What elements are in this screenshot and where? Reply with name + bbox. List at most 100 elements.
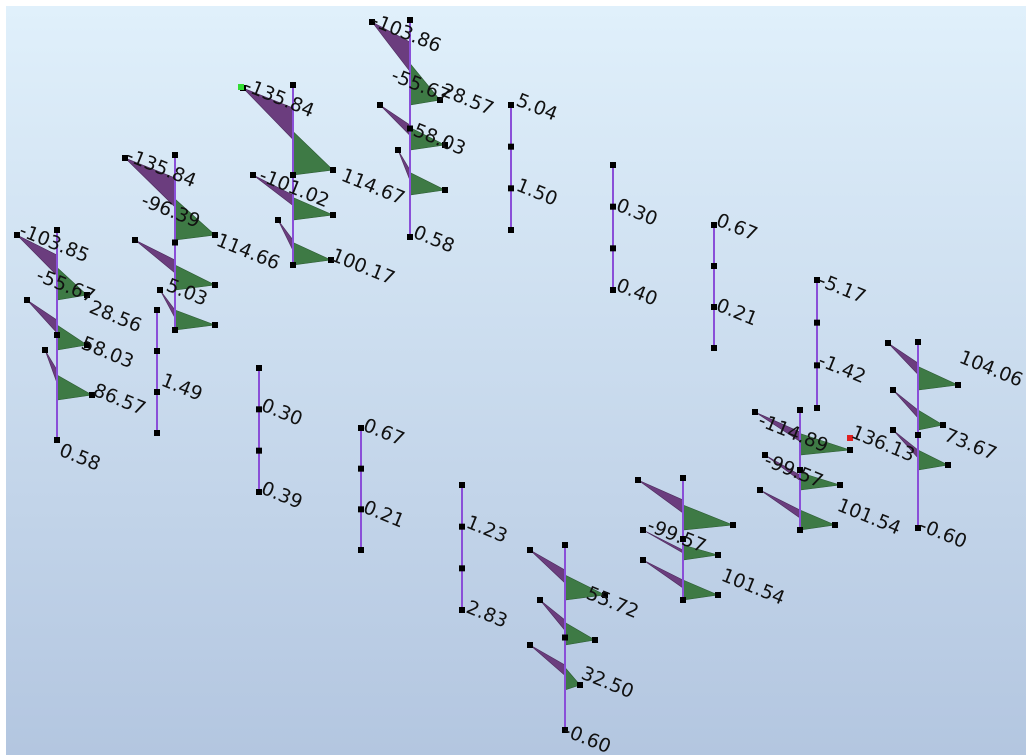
node: [212, 232, 218, 238]
node: [602, 592, 608, 598]
node: [395, 147, 401, 153]
node: [290, 172, 296, 178]
node: [757, 487, 763, 493]
node: [442, 187, 448, 193]
node: [89, 392, 95, 398]
node: [715, 552, 721, 558]
node: [330, 167, 336, 173]
node: [14, 232, 20, 238]
node: [610, 245, 616, 252]
node: [797, 467, 803, 473]
node: [797, 527, 803, 533]
node: [437, 97, 443, 103]
node: [680, 597, 686, 603]
node: [459, 482, 465, 488]
background: [6, 6, 1026, 755]
node: [814, 362, 820, 369]
node: [940, 422, 946, 428]
node: [256, 447, 262, 454]
node: [955, 382, 961, 388]
node: [508, 143, 514, 150]
node: [212, 282, 218, 288]
node: [797, 407, 803, 413]
selected-node: [238, 84, 244, 90]
node: [814, 277, 820, 283]
node: [132, 237, 138, 243]
node: [407, 125, 413, 132]
node: [407, 234, 413, 240]
node: [122, 155, 128, 161]
node: [508, 102, 514, 108]
node: [172, 152, 178, 158]
node: [832, 522, 838, 528]
node: [730, 522, 736, 528]
node: [154, 389, 160, 395]
node: [328, 257, 334, 263]
node: [711, 263, 717, 269]
node: [459, 607, 465, 613]
node: [250, 172, 256, 178]
node: [442, 142, 448, 148]
node: [610, 162, 616, 168]
node: [154, 348, 160, 354]
node: [890, 427, 896, 433]
node: [680, 475, 686, 481]
node: [610, 203, 616, 210]
node: [527, 642, 533, 648]
node: [54, 332, 60, 338]
node: [640, 557, 646, 563]
node: [358, 465, 364, 472]
node: [640, 527, 646, 533]
node: [527, 547, 533, 553]
node: [945, 462, 951, 468]
node: [256, 406, 262, 413]
node: [715, 592, 721, 598]
node: [577, 682, 583, 688]
members: [14, 17, 961, 733]
node: [508, 227, 514, 233]
node: [915, 525, 921, 531]
node: [256, 365, 262, 371]
node: [762, 452, 768, 458]
node: [610, 287, 616, 293]
node: [358, 547, 364, 553]
node: [84, 292, 90, 298]
node: [154, 430, 160, 436]
node: [290, 262, 296, 268]
node: [172, 239, 178, 246]
node: [814, 319, 820, 326]
node: [157, 287, 163, 293]
node: [54, 227, 60, 233]
selected-node: [847, 435, 853, 441]
node: [407, 17, 413, 23]
node: [752, 409, 758, 415]
node: [890, 387, 896, 393]
node: [54, 437, 60, 443]
node: [24, 297, 30, 303]
node: [711, 345, 717, 351]
node: [837, 482, 843, 488]
node: [562, 727, 568, 733]
node: [847, 447, 853, 453]
node: [154, 307, 160, 313]
node: [915, 339, 921, 345]
node: [680, 536, 686, 542]
node: [459, 523, 465, 530]
node: [330, 212, 336, 218]
node: [635, 477, 641, 483]
node: [358, 425, 364, 431]
node: [562, 634, 568, 641]
node: [84, 342, 90, 348]
node: [172, 327, 178, 333]
node: [537, 597, 543, 603]
node: [915, 432, 921, 438]
node: [256, 489, 262, 495]
node: [711, 222, 717, 228]
node: [212, 322, 218, 328]
node: [42, 347, 48, 353]
node: [275, 217, 281, 223]
node: [290, 82, 296, 88]
node: [814, 405, 820, 411]
node: [562, 542, 568, 548]
